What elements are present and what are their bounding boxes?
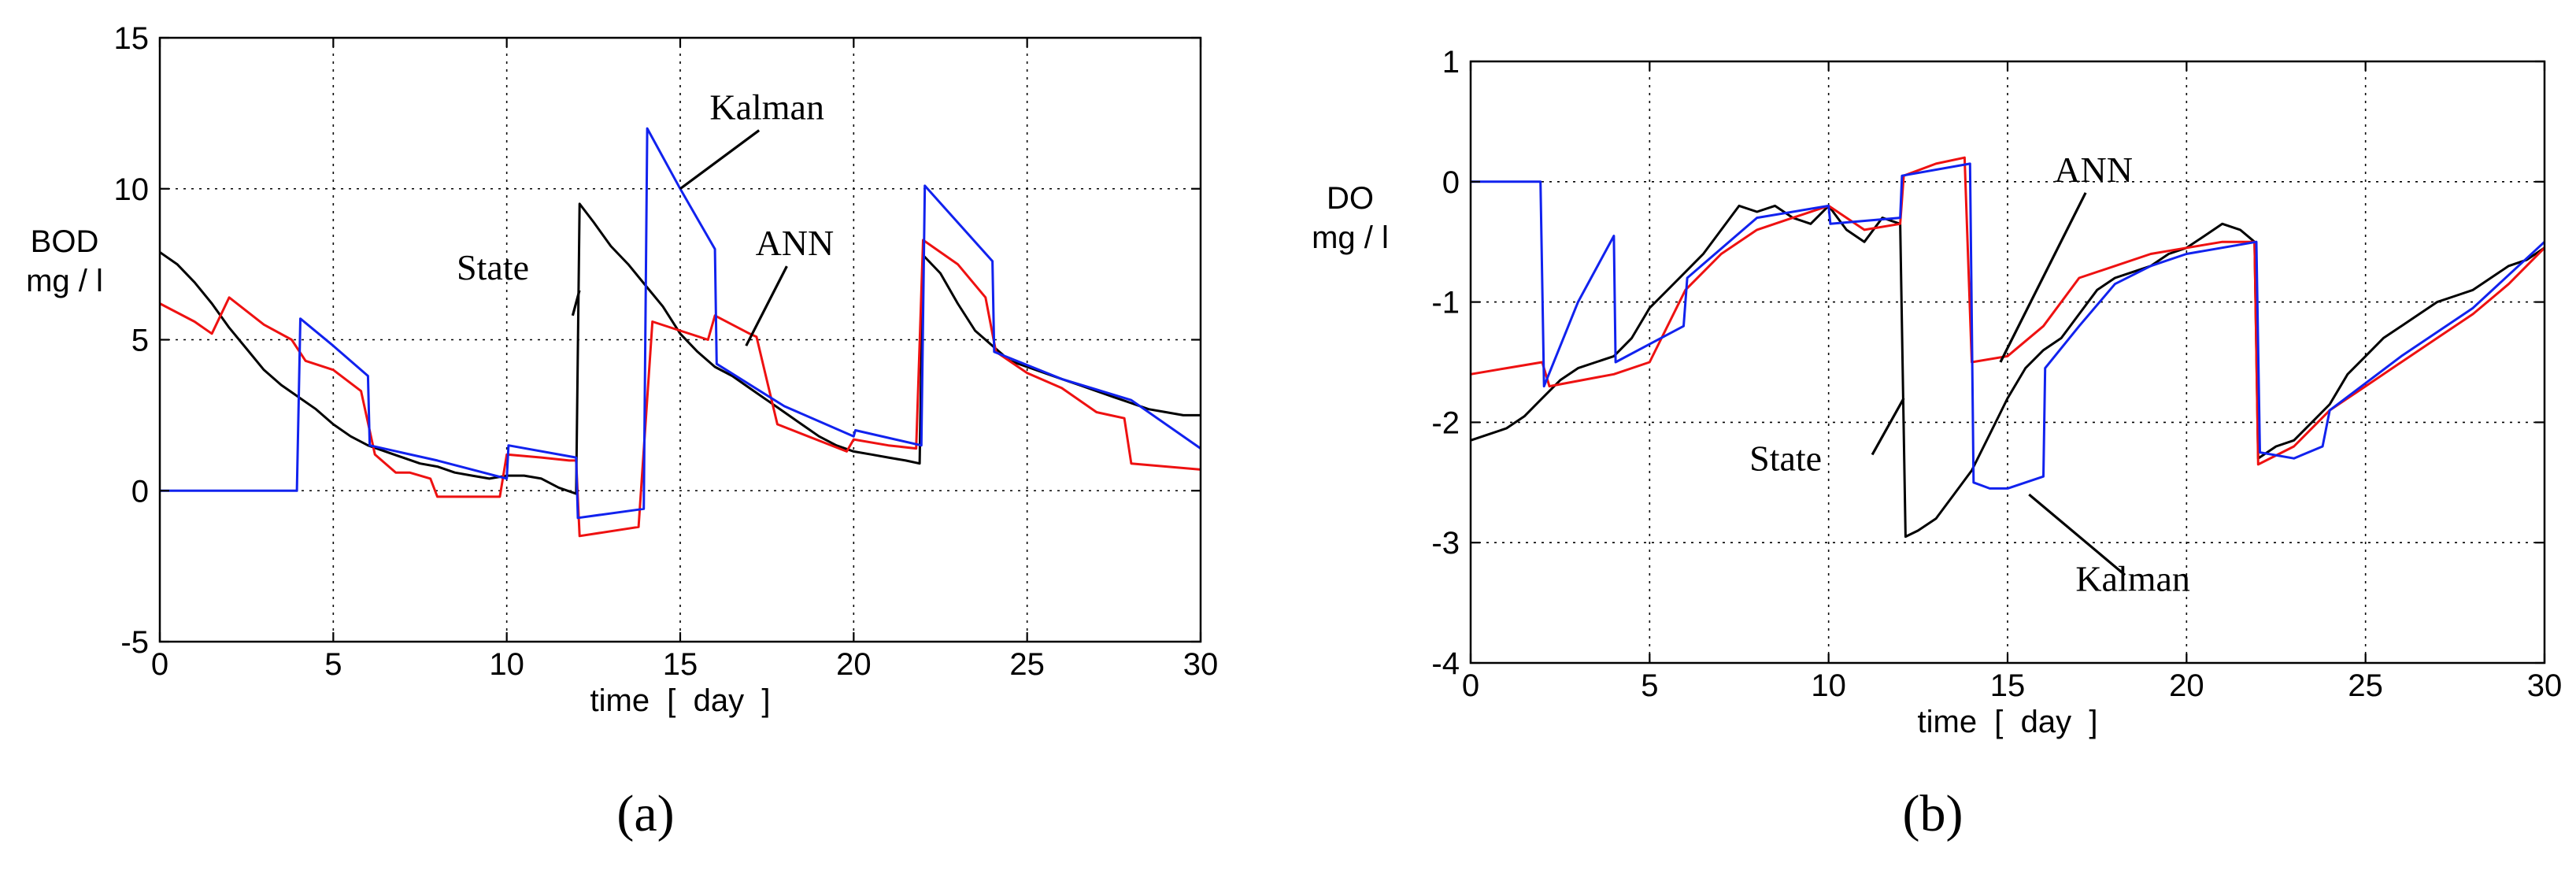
y-axis-label: mg / l xyxy=(26,264,103,298)
chart-panel-b: 0 5 10 15 20 25 30 -4 -3 -2 -1 0 1 time [ day ] DO mg /… xyxy=(1312,45,2562,842)
y-tick-label: -2 xyxy=(1431,405,1460,440)
panel-label: (a) xyxy=(616,785,674,842)
x-tick-label: 15 xyxy=(663,647,698,682)
annotation-leader-line xyxy=(745,265,788,346)
annotation-label-state: State xyxy=(1749,439,1822,479)
y-tick-label: 5 xyxy=(131,324,149,358)
annotation-leader-line xyxy=(1999,192,2087,363)
x-tick-label: 5 xyxy=(1641,668,1658,703)
x-tick-label: 15 xyxy=(1990,668,2026,703)
series-line-kalman xyxy=(160,127,1201,520)
y-axis-label: DO xyxy=(1327,181,1374,216)
annotation-label-state: State xyxy=(457,247,529,287)
series-line-ann xyxy=(159,239,1201,538)
y-axis-label: mg / l xyxy=(1312,220,1389,255)
y-tick-label: 10 xyxy=(114,172,150,207)
x-tick-label: 25 xyxy=(2348,668,2383,703)
annotation-label-kalman: Kalman xyxy=(2075,558,2190,598)
x-tick-label: 30 xyxy=(1183,647,1219,682)
annotation-leader-line xyxy=(679,129,761,191)
x-tick-label: 10 xyxy=(1811,668,1846,703)
x-tick-label: 20 xyxy=(2169,668,2204,703)
y-tick-label: 15 xyxy=(114,21,150,56)
x-tick-label: 20 xyxy=(836,647,872,682)
y-tick-label: -5 xyxy=(120,625,149,660)
x-tick-label: 0 xyxy=(151,647,168,682)
x-tick-label: 10 xyxy=(489,647,524,682)
y-axis-label: BOD xyxy=(31,224,99,259)
x-tick-label: 5 xyxy=(324,647,342,682)
annotation-label-ann: ANN xyxy=(2054,150,2133,190)
annotation-leader-line xyxy=(2028,493,2126,576)
x-axis-label: time [ day ] xyxy=(590,683,771,718)
series-line-state xyxy=(159,202,1201,495)
panel-label: (b) xyxy=(1903,785,1963,842)
annotation-label-kalman: Kalman xyxy=(709,87,824,128)
y-tick-label: 0 xyxy=(1442,165,1460,200)
y-tick-label: -3 xyxy=(1431,526,1460,561)
series-line-kalman xyxy=(1471,162,2546,490)
x-tick-label: 30 xyxy=(2527,668,2563,703)
annotation-leader-line xyxy=(571,290,581,317)
x-tick-label: 0 xyxy=(1462,668,1479,703)
y-tick-label: 1 xyxy=(1442,45,1460,80)
series-line-state xyxy=(1470,204,2545,539)
x-axis-label: time [ day ] xyxy=(1918,705,2098,739)
y-tick-label: 0 xyxy=(131,474,149,509)
y-tick-label: -1 xyxy=(1431,286,1460,320)
y-tick-label: -4 xyxy=(1431,646,1460,681)
x-tick-label: 25 xyxy=(1009,647,1045,682)
annotation-leader-line xyxy=(1871,398,1905,456)
annotation-label-ann: ANN xyxy=(756,223,835,263)
